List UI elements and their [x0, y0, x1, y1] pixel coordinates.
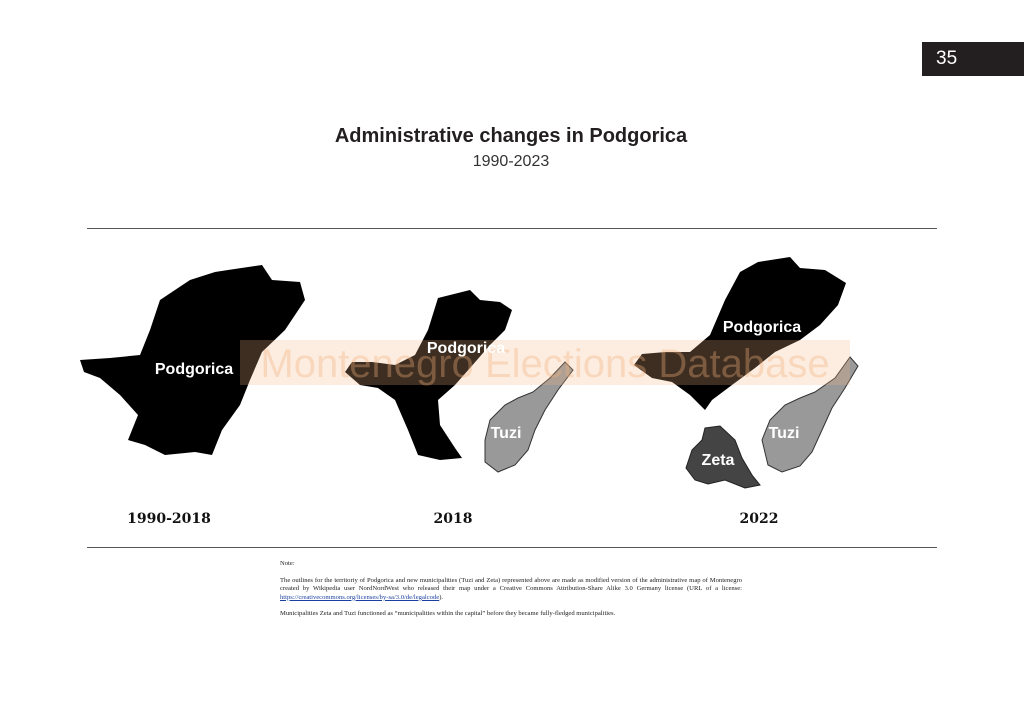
map-caption: 2022 [740, 511, 779, 527]
map-region [685, 425, 761, 489]
map-region [80, 265, 305, 455]
note-paragraph: Municipalities Zeta and Tuzi functioned … [280, 610, 742, 619]
region-label: Tuzi [769, 425, 800, 442]
region-label: Zeta [702, 452, 735, 469]
note-text: Municipalities Zeta and Tuzi functioned … [280, 610, 616, 618]
region-label: Tuzi [491, 425, 522, 442]
note: Note: The outlines for the territoriy of… [280, 560, 742, 627]
map-region [484, 361, 574, 473]
region-label: Podgorica [427, 340, 505, 357]
note-paragraph: The outlines for the territoriy of Podgo… [280, 577, 742, 603]
region-label: Podgorica [155, 361, 233, 378]
subtitle: 1990-2023 [473, 153, 550, 170]
map-region [634, 257, 846, 410]
map-region [345, 290, 512, 460]
map-caption: 1990-2018 [127, 511, 211, 527]
title: Administrative changes in Podgorica [335, 125, 688, 147]
license-link[interactable]: https://creativecommons.org/licenses/by-… [280, 593, 440, 601]
region-label: Podgorica [723, 319, 801, 336]
watermark-band [240, 340, 850, 385]
page-number: 35 [922, 42, 1024, 76]
map-region [761, 356, 859, 473]
note-heading: Note: [280, 560, 295, 567]
note-text: ). [439, 593, 444, 601]
watermark: Montenegro Elections Database [260, 342, 829, 386]
note-text: The outlines for the territoriy of Podgo… [280, 576, 742, 593]
map-caption: 2018 [434, 511, 473, 527]
